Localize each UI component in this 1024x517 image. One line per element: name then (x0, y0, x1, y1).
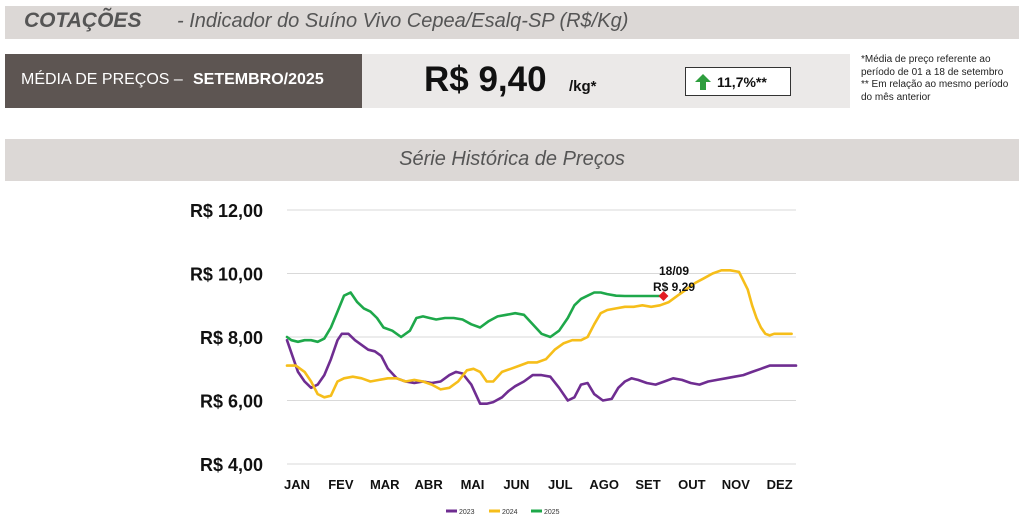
average-price-unit: /kg* (569, 78, 597, 95)
x-tick-label: SET (635, 477, 660, 492)
footnote-2: ** Em relação ao mesmo período do mês an… (861, 79, 1009, 103)
x-tick-label: ABR (415, 477, 444, 492)
x-tick-label: FEV (328, 477, 354, 492)
average-price-box: R$ 9,40 /kg* 11,7%** (362, 54, 850, 108)
y-tick-label: R$ 6,00 (200, 392, 263, 412)
y-tick-label: R$ 8,00 (200, 328, 263, 348)
price-change-badge: 11,7%** (685, 67, 791, 96)
chart-title: Série Histórica de Preços (399, 148, 625, 170)
series-line-2023 (285, 332, 798, 405)
annotation-value: R$ 9,29 (653, 280, 695, 294)
average-price-period: SETEMBRO/2025 (193, 71, 324, 88)
legend-label-2025: 2025 (544, 509, 560, 516)
chart-title-bar: Série Histórica de Preços (5, 139, 1019, 181)
price-history-chart: R$ 4,00 R$ 6,00 R$ 8,00 R$ 10,00 R$ 12,00 JAN… (190, 201, 798, 516)
x-tick-label: OUT (678, 477, 706, 492)
legend-label-2024: 2024 (502, 509, 518, 516)
x-tick-label: AGO (589, 477, 619, 492)
x-tick-label: JUL (548, 477, 573, 492)
y-tick-label: R$ 4,00 (200, 455, 263, 475)
x-tick-label: JAN (284, 477, 310, 492)
arrow-up-icon (695, 74, 711, 90)
annotation-marker (658, 291, 669, 301)
average-price-label-box: MÉDIA DE PREÇOS – SETEMBRO/2025 (5, 54, 362, 108)
annotation-date: 18/09 (659, 264, 689, 278)
average-price-value: R$ 9,40 (424, 60, 547, 99)
y-tick-label: R$ 12,00 (190, 201, 263, 221)
price-change-value: 11,7%** (717, 74, 767, 90)
y-tick-label: R$ 10,00 (190, 265, 263, 285)
x-tick-label: MAR (370, 477, 400, 492)
page-title-bar: COTAÇÕES - Indicador do Suíno Vivo Cepea… (5, 6, 1019, 39)
average-price-label: MÉDIA DE PREÇOS – (21, 71, 183, 88)
legend-label-2023: 2023 (459, 509, 475, 516)
footnotes: *Média de preço referente ao período de … (861, 54, 1021, 104)
series-line-2025 (285, 291, 665, 344)
page-title: COTAÇÕES (24, 9, 142, 32)
x-tick-label: NOV (722, 477, 751, 492)
page-subtitle: - Indicador do Suíno Vivo Cepea/Esalq-SP… (177, 10, 629, 32)
x-tick-label: DEZ (767, 477, 793, 492)
x-tick-label: JUN (503, 477, 529, 492)
series-line-2024 (285, 269, 793, 399)
footnote-1: *Média de preço referente ao período de … (861, 54, 1004, 78)
x-tick-label: MAI (461, 477, 485, 492)
